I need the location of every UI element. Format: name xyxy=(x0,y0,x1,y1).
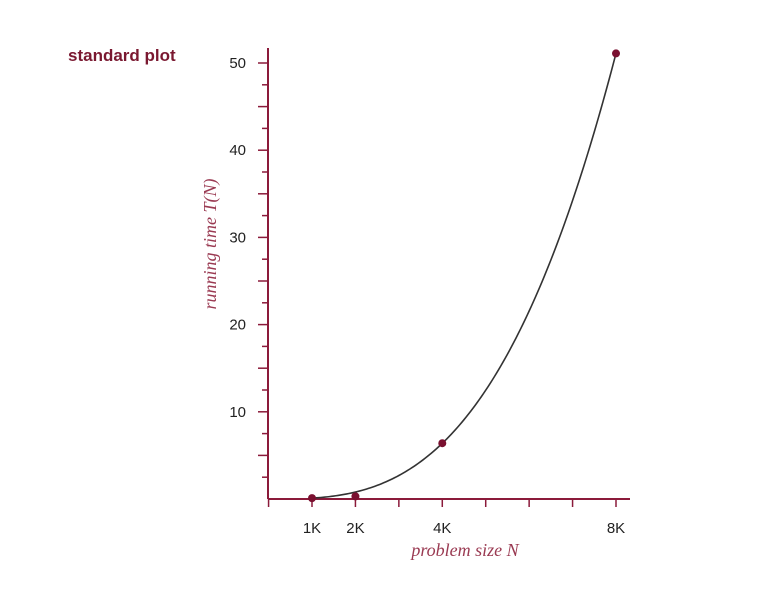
x-ticks: 1K 2K 4K 8K xyxy=(267,499,625,537)
y-tick-label: 30 xyxy=(229,229,246,246)
y-ticks: 10 20 30 40 50 xyxy=(229,55,268,478)
x-tick-label: 2K xyxy=(346,520,364,537)
data-point xyxy=(612,49,620,58)
series-curve xyxy=(311,53,617,499)
axes xyxy=(267,48,630,500)
chart-title: standard plot xyxy=(68,46,176,65)
x-tick-label: 1K xyxy=(303,520,321,537)
x-axis-label: problem size N xyxy=(409,540,519,560)
y-tick-label: 40 xyxy=(229,142,246,159)
data-point xyxy=(351,492,360,501)
data-point xyxy=(438,439,447,448)
x-tick-label: 8K xyxy=(607,520,625,537)
x-tick-label: 4K xyxy=(433,520,451,537)
y-tick-label: 20 xyxy=(229,317,246,334)
data-point xyxy=(308,494,316,503)
y-tick-label: 50 xyxy=(229,55,246,72)
y-axis-label: running time T(N) xyxy=(200,178,221,309)
y-tick-label: 10 xyxy=(229,404,246,421)
data-points xyxy=(308,49,620,503)
